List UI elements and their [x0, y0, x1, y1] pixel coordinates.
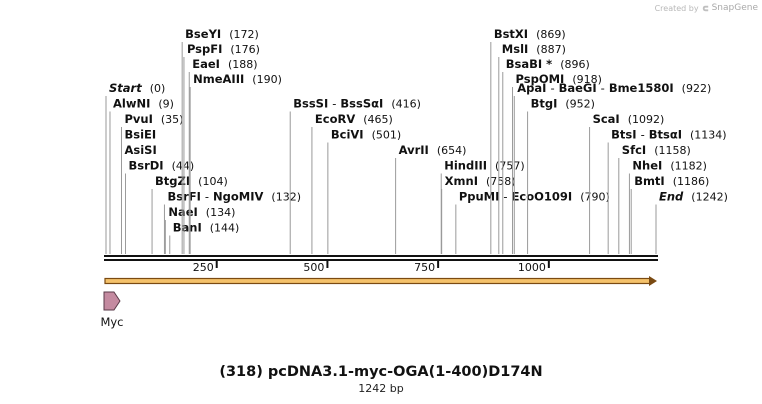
site-label: AsiSI — [124, 143, 156, 157]
site-end[interactable]: End (1242) — [655, 190, 728, 255]
features: Myc — [100, 291, 124, 329]
site-bstxi[interactable]: BstXI (869) — [490, 27, 566, 254]
site-apai-baegi-bme1580i[interactable]: ApaI - BaeGI - Bme1580I (922) — [513, 81, 711, 254]
snapgene-logo-icon — [702, 5, 708, 11]
site-pspfi[interactable]: PspFI (176) — [183, 42, 260, 254]
site-label: PspOMI (918) — [516, 72, 602, 86]
site-bcivi[interactable]: BciVI (501) — [327, 128, 401, 255]
credit: Created by SnapGene — [655, 3, 758, 13]
credit-brand: SnapGene — [711, 3, 758, 13]
plasmid-size: 1242 bp — [358, 382, 404, 395]
site-btsi-bts-i[interactable]: BtsI - BtsαI (1134) — [607, 128, 727, 255]
site-label: ApaI - BaeGI - Bme1580I (922) — [517, 81, 711, 95]
site-ppumi-ecoo109i[interactable]: PpuMI - EcoO109I (790) — [455, 190, 610, 255]
ruler: 250 500 750 1000 — [193, 261, 550, 274]
site-label: BtgI (952) — [531, 97, 595, 111]
site-nmeaiii[interactable]: NmeAIII (190) — [189, 72, 282, 254]
site-label: NheI (1182) — [632, 159, 706, 173]
site-label: BseYI (172) — [185, 27, 259, 41]
site-bani[interactable]: BanI (144) — [169, 221, 240, 255]
site-btgi[interactable]: BtgI (952) — [527, 97, 595, 255]
site-label: BssSI - BssSαI (416) — [293, 97, 421, 111]
site-xmni[interactable]: XmnI (758) — [441, 174, 516, 254]
site-label: BsiEI — [124, 128, 156, 142]
site-asisi[interactable]: AsiSI — [120, 143, 157, 254]
credit-prefix: Created by — [654, 3, 699, 13]
site-label: BtsI - BtsαI (1134) — [611, 128, 726, 142]
feature-myc[interactable]: Myc — [100, 291, 124, 329]
site-label: MslI (887) — [502, 42, 566, 56]
site-alwni[interactable]: AlwNI (9) — [109, 97, 174, 255]
site-label: BsrFI - NgoMIV (132) — [167, 190, 301, 204]
tick-250: 250 — [193, 261, 218, 274]
site-label: NmeAIII (190) — [193, 72, 282, 86]
tick-label: 250 — [193, 261, 214, 274]
site-label: XmnI (758) — [445, 174, 516, 188]
site-label: EaeI (188) — [192, 57, 257, 71]
site-eaei[interactable]: EaeI (188) — [188, 57, 258, 254]
site-label: EcoRV (465) — [315, 112, 393, 126]
site-label: BsaBI * (896) — [506, 57, 590, 71]
feature-label: Myc — [100, 315, 123, 329]
site-btgzi[interactable]: BtgZI (104) — [151, 174, 228, 254]
site-label: SfcI (1158) — [622, 143, 691, 157]
site-bsssi-bsss-i[interactable]: BssSI - BssSαI (416) — [289, 97, 421, 255]
sequence-backbone — [104, 255, 658, 261]
site-bsabi[interactable]: BsaBI * (896) — [502, 57, 590, 254]
site-msli[interactable]: MslI (887) — [498, 42, 566, 254]
site-label: BanI (144) — [173, 221, 240, 235]
site-sfci[interactable]: SfcI (1158) — [618, 143, 691, 254]
tick-label: 1000 — [518, 261, 546, 274]
orf-arrow[interactable] — [104, 276, 657, 286]
site-label: PspFI (176) — [187, 42, 260, 56]
tick-750: 750 — [414, 261, 440, 274]
tick-500: 500 — [303, 261, 329, 274]
tick-label: 750 — [414, 261, 435, 274]
site-label: End (1242) — [659, 190, 728, 204]
site-label: BstXI (869) — [494, 27, 566, 41]
site-label: Start (0) — [109, 81, 165, 95]
site-bseyi[interactable]: BseYI (172) — [181, 27, 259, 254]
site-label: AvrII (654) — [399, 143, 467, 157]
site-label: PpuMI - EcoO109I (790) — [459, 190, 610, 204]
site-label: ScaI (1092) — [593, 112, 665, 126]
plasmid-title: (318) pcDNA3.1-myc-OGA(1-400)D174N — [219, 364, 543, 380]
site-avrii[interactable]: AvrII (654) — [395, 143, 467, 254]
site-label: PvuI (35) — [124, 112, 183, 126]
site-pspomi[interactable]: PspOMI (918) — [512, 72, 602, 254]
tick-1000: 1000 — [518, 261, 550, 274]
site-bmti[interactable]: BmtI (1186) — [630, 174, 709, 254]
site-label: BmtI (1186) — [634, 174, 709, 188]
site-label: BciVI (501) — [331, 128, 401, 142]
site-scai[interactable]: ScaI (1092) — [589, 112, 665, 254]
site-label: BtgZI (104) — [155, 174, 228, 188]
site-label: BsrDI (44) — [128, 159, 194, 173]
site-label: AlwNI (9) — [113, 97, 174, 111]
site-bsrdi[interactable]: BsrDI (44) — [124, 159, 194, 255]
site-nhei[interactable]: NheI (1182) — [628, 159, 707, 255]
site-label: NaeI (134) — [168, 205, 235, 219]
site-ecorv[interactable]: EcoRV (465) — [311, 112, 393, 254]
site-start[interactable]: Start (0) — [105, 81, 165, 254]
tick-label: 500 — [303, 261, 324, 274]
